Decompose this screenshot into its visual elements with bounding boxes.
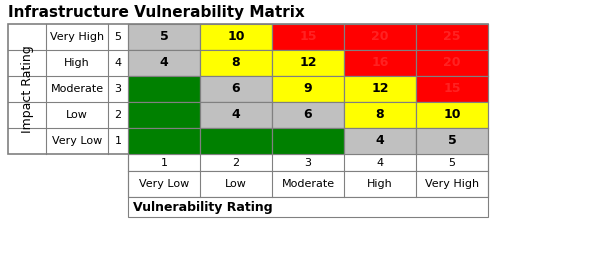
Bar bbox=[128, 171, 488, 197]
Text: 5: 5 bbox=[115, 32, 121, 42]
Text: 8: 8 bbox=[376, 108, 385, 122]
Text: 1: 1 bbox=[160, 134, 169, 148]
Bar bbox=[128, 50, 200, 76]
Text: 12: 12 bbox=[299, 57, 317, 69]
Text: Moderate: Moderate bbox=[50, 84, 104, 94]
Text: 3: 3 bbox=[304, 134, 313, 148]
Text: 15: 15 bbox=[443, 83, 461, 96]
Bar bbox=[416, 102, 488, 128]
Text: Very High: Very High bbox=[50, 32, 104, 42]
Text: 5: 5 bbox=[448, 134, 457, 148]
Text: 4: 4 bbox=[160, 57, 169, 69]
Bar bbox=[128, 76, 200, 102]
Text: 2: 2 bbox=[115, 110, 122, 120]
Bar bbox=[344, 102, 416, 128]
Bar bbox=[128, 102, 200, 128]
Text: Impact Rating: Impact Rating bbox=[20, 45, 34, 133]
Bar bbox=[416, 24, 488, 50]
Text: Infrastructure Vulnerability Matrix: Infrastructure Vulnerability Matrix bbox=[8, 5, 305, 20]
Bar bbox=[344, 128, 416, 154]
Text: Very Low: Very Low bbox=[139, 179, 189, 189]
Bar bbox=[272, 128, 344, 154]
Bar bbox=[128, 154, 488, 171]
Text: 2: 2 bbox=[232, 134, 241, 148]
Text: 4: 4 bbox=[232, 108, 241, 122]
Text: 8: 8 bbox=[232, 57, 241, 69]
Bar bbox=[200, 24, 272, 50]
Text: 4: 4 bbox=[115, 58, 122, 68]
Bar bbox=[272, 50, 344, 76]
Text: 2: 2 bbox=[160, 108, 169, 122]
Bar bbox=[272, 76, 344, 102]
Text: 20: 20 bbox=[443, 57, 461, 69]
Text: 4: 4 bbox=[376, 157, 383, 167]
Text: 6: 6 bbox=[232, 83, 241, 96]
Text: 2: 2 bbox=[232, 157, 239, 167]
Bar bbox=[128, 24, 200, 50]
Bar bbox=[8, 24, 488, 154]
Text: 12: 12 bbox=[371, 83, 389, 96]
Bar bbox=[200, 50, 272, 76]
Text: 6: 6 bbox=[304, 108, 313, 122]
Text: 16: 16 bbox=[371, 57, 389, 69]
Bar bbox=[272, 102, 344, 128]
Text: High: High bbox=[64, 58, 90, 68]
Text: 25: 25 bbox=[443, 30, 461, 43]
Text: Very High: Very High bbox=[425, 179, 479, 189]
Bar bbox=[128, 128, 200, 154]
Text: Vulnerability Rating: Vulnerability Rating bbox=[133, 200, 272, 214]
Text: 9: 9 bbox=[304, 83, 313, 96]
Text: Moderate: Moderate bbox=[281, 179, 335, 189]
Text: High: High bbox=[367, 179, 393, 189]
Text: 1: 1 bbox=[115, 136, 121, 146]
Text: 4: 4 bbox=[376, 134, 385, 148]
Text: 15: 15 bbox=[299, 30, 317, 43]
Bar bbox=[344, 24, 416, 50]
Bar bbox=[344, 50, 416, 76]
Text: 5: 5 bbox=[449, 157, 455, 167]
Bar bbox=[128, 197, 488, 217]
Text: Low: Low bbox=[66, 110, 88, 120]
Text: 10: 10 bbox=[443, 108, 461, 122]
Bar bbox=[344, 76, 416, 102]
Text: Low: Low bbox=[225, 179, 247, 189]
Text: 3: 3 bbox=[305, 157, 311, 167]
Text: 1: 1 bbox=[161, 157, 167, 167]
Text: 3: 3 bbox=[115, 84, 121, 94]
Bar bbox=[416, 128, 488, 154]
Text: 5: 5 bbox=[160, 30, 169, 43]
Bar bbox=[416, 76, 488, 102]
Text: 10: 10 bbox=[227, 30, 245, 43]
Bar bbox=[200, 128, 272, 154]
Text: Very Low: Very Low bbox=[52, 136, 102, 146]
Text: 3: 3 bbox=[160, 83, 169, 96]
Text: 20: 20 bbox=[371, 30, 389, 43]
Bar bbox=[416, 50, 488, 76]
Bar bbox=[200, 76, 272, 102]
Bar bbox=[200, 102, 272, 128]
Bar bbox=[272, 24, 344, 50]
